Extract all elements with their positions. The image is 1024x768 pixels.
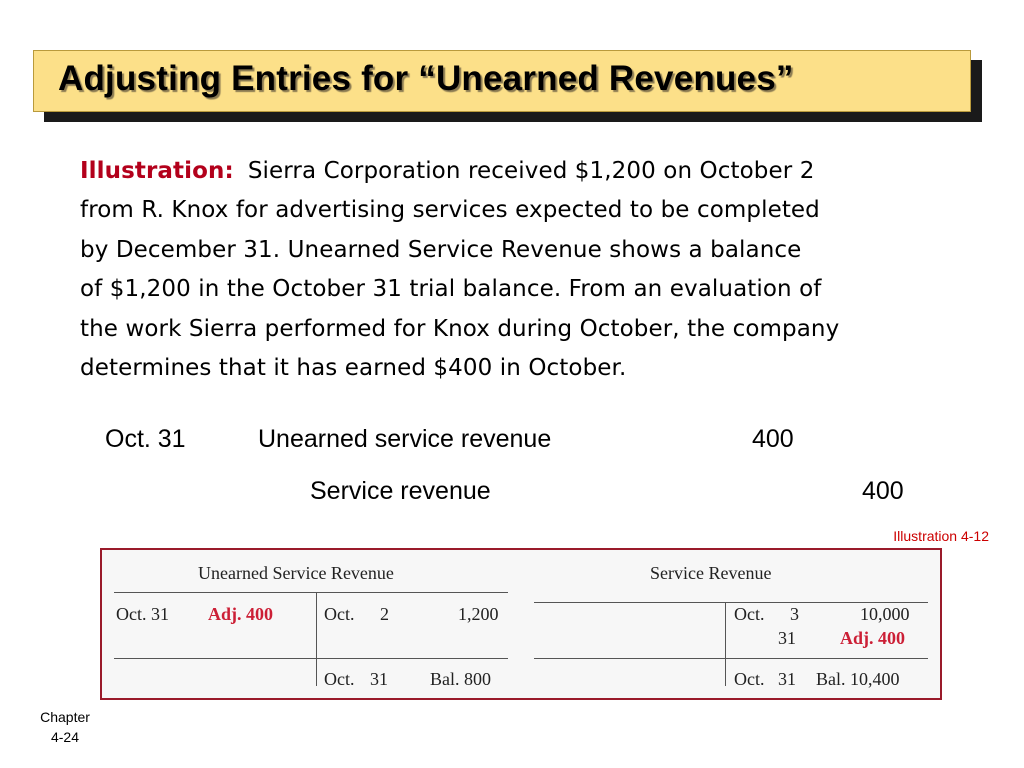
illustration-line: the work Sierra performed for Knox durin…: [80, 315, 840, 342]
service-balance: Bal. 10,400: [816, 669, 900, 689]
illustration-text: Sierra Corporation received $1,200 on Oc…: [247, 158, 815, 184]
t-account-title-service: Service Revenue: [650, 563, 772, 583]
service-credit-amount: 10,000: [860, 604, 910, 624]
illustration-line: of $1,200 in the October 31 trial balanc…: [80, 276, 822, 303]
t-account-divider: [316, 592, 317, 686]
unearned-balance-month: Oct.: [324, 669, 355, 689]
unearned-credit-amount: 1,200: [458, 604, 499, 624]
service-credit-month: Oct.: [734, 604, 765, 624]
t-account-title-unearned: Unearned Service Revenue: [198, 563, 394, 583]
unearned-credit-month: Oct.: [324, 604, 355, 624]
t-accounts-panel: Unearned Service Revenue Oct. 31 Adj. 40…: [100, 548, 942, 700]
t-account-balance-rule: [114, 658, 508, 659]
title-banner: Adjusting Entries for “Unearned Revenues…: [33, 50, 971, 112]
unearned-balance: Bal. 800: [430, 669, 491, 689]
journal-debit-account: Unearned service revenue: [258, 425, 552, 453]
illustration-line: Illustration: Sierra Corporation received…: [80, 152, 980, 191]
t-account-balance-rule: [534, 658, 928, 659]
unearned-debit-date: Oct. 31: [116, 604, 169, 624]
unearned-credit-day: 2: [380, 604, 389, 624]
journal-debit-amount: 400: [752, 425, 794, 453]
service-adj: Adj. 400: [840, 628, 906, 648]
illustration-paragraph: Illustration: Sierra Corporation received…: [80, 152, 980, 388]
illustration-line: determines that it has earned $400 in Oc…: [80, 355, 627, 382]
t-account-top-rule: [114, 592, 508, 593]
unearned-balance-day: 31: [370, 669, 388, 689]
journal-credit-account: Service revenue: [310, 477, 491, 505]
service-credit-day: 3: [790, 604, 799, 624]
t-account-top-rule: [534, 602, 928, 603]
footer-chapter: Chapter: [40, 709, 90, 725]
illustration-line: from R. Knox for advertising services ex…: [80, 197, 820, 224]
illustration-line: by December 31. Unearned Service Revenue…: [80, 236, 802, 263]
footer-chapter-label: Chapter 4-24: [30, 707, 100, 747]
t-account-divider: [725, 602, 726, 686]
service-balance-day: 31: [778, 669, 796, 689]
journal-credit-amount: 400: [862, 477, 904, 505]
slide-title: Adjusting Entries for “Unearned Revenues…: [58, 59, 794, 98]
service-adj-day: 31: [778, 628, 796, 648]
unearned-debit-adj: Adj. 400: [208, 604, 274, 624]
footer-page-number: 4-24: [50, 729, 80, 745]
service-balance-month: Oct.: [734, 669, 765, 689]
journal-date: Oct. 31: [105, 425, 186, 453]
illustration-reference: Illustration 4-12: [893, 528, 989, 544]
illustration-label: Illustration:: [80, 158, 234, 184]
